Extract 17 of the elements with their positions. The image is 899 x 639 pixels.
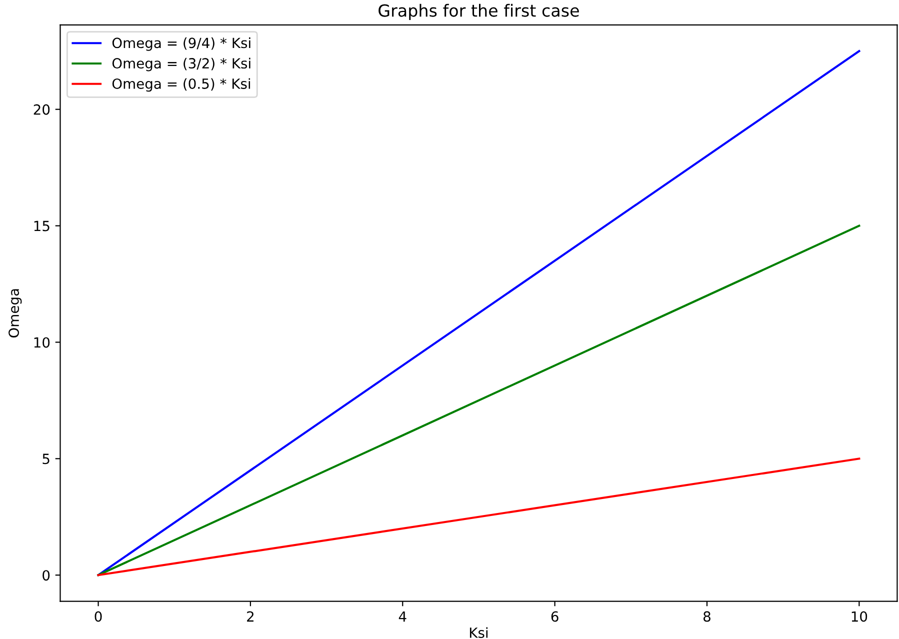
y-tick-label: 5 (42, 454, 50, 464)
y-tick-label: 15 (34, 220, 50, 232)
x-tick-label: 10 (852, 611, 868, 622)
y-tick-label: 10 (34, 337, 50, 348)
x-tick-label: 6 (551, 611, 558, 622)
y-tick-label: 20 (34, 104, 50, 115)
legend-label: Omega = (9/4) * Ksi (112, 37, 250, 51)
x-tick-label: 4 (398, 611, 406, 622)
y-axis-title: Omega (8, 289, 22, 338)
legend-label: Omega = (0.5) * Ksi (112, 78, 250, 92)
legend-label: Omega = (3/2) * Ksi (112, 58, 250, 72)
y-tick-label: 0 (42, 570, 50, 581)
x-tick-label: 0 (94, 611, 102, 622)
chart-title: Graphs for the first case (378, 4, 579, 20)
x-axis-title: Ksi (470, 627, 488, 638)
x-tick-label: 8 (704, 611, 710, 622)
x-tick-label: 2 (247, 611, 254, 622)
